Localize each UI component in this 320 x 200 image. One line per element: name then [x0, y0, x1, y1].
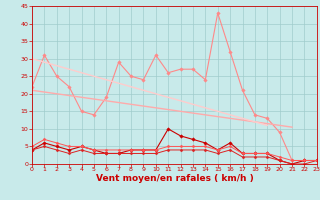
X-axis label: Vent moyen/en rafales ( km/h ): Vent moyen/en rafales ( km/h ): [96, 174, 253, 183]
